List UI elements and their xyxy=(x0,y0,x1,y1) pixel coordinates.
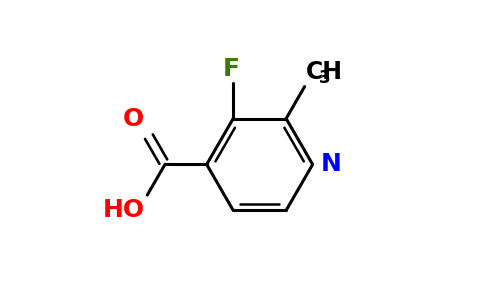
Text: O: O xyxy=(123,107,144,131)
Text: 3: 3 xyxy=(318,69,330,87)
Text: CH: CH xyxy=(306,60,343,84)
Text: N: N xyxy=(321,152,342,176)
Text: F: F xyxy=(223,57,240,81)
Text: HO: HO xyxy=(103,198,145,222)
